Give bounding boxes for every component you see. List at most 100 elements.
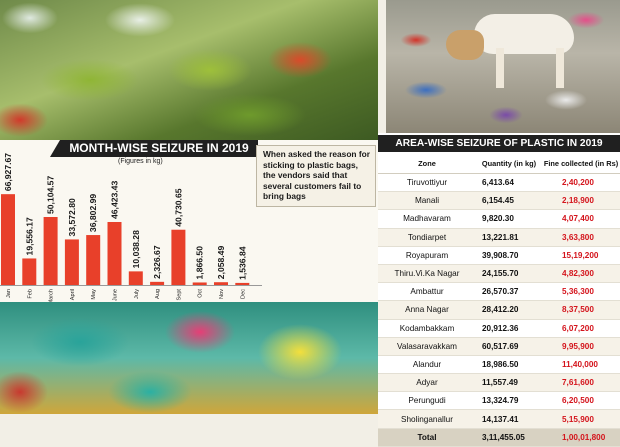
area-wise-table-panel: AREA-WISE SEIZURE OF PLASTIC IN 2019 Zon… xyxy=(378,133,620,447)
fine-cell: 15,19,200 xyxy=(542,246,620,265)
table-row: Royapuram 39,908.70 15,19,200 xyxy=(378,246,620,265)
area-wise-table: Zone Quantity (in kg) Fine collected (in… xyxy=(378,153,620,447)
bar-value-label: 1,866.50 xyxy=(195,246,205,280)
quantity-cell: 11,557.49 xyxy=(476,373,542,393)
fine-cell: 6,20,500 xyxy=(542,391,620,411)
month-tick-label: March xyxy=(49,289,55,302)
dog-in-garbage-photo xyxy=(386,0,620,133)
fine-cell: 2,40,200 xyxy=(542,173,620,193)
bar-value-label: 2,326.67 xyxy=(152,245,162,279)
quantity-cell: 14,137.41 xyxy=(476,409,542,429)
total-label-cell: Total xyxy=(378,428,476,447)
table-row: Perungudi 13,324.79 6,20,500 xyxy=(378,391,620,411)
month-tick-label: Dec xyxy=(240,289,246,299)
bar xyxy=(22,258,37,285)
zone-cell: Kodambakkam xyxy=(378,319,476,338)
fine-cell: 4,82,300 xyxy=(542,264,620,284)
figures-unit-note: (Figures in kg) xyxy=(118,158,163,165)
total-quantity-cell: 3,11,455.05 xyxy=(476,428,542,447)
fine-cell: 9,95,900 xyxy=(542,337,620,356)
dog-leg-shape xyxy=(556,48,564,88)
month-chart-title: MONTH-WISE SEIZURE IN 2019 xyxy=(50,140,258,157)
fine-cell: 4,07,400 xyxy=(542,209,620,229)
column-header-zone: Zone xyxy=(378,153,476,174)
zone-cell: Perungudi xyxy=(378,391,476,411)
bar-value-label: 66,927.67 xyxy=(3,153,13,191)
quantity-cell: 13,221.81 xyxy=(476,228,542,247)
bar xyxy=(150,281,165,285)
bar-value-label: 10,038.28 xyxy=(131,230,141,268)
fine-cell: 6,07,200 xyxy=(542,319,620,338)
bar xyxy=(214,282,228,285)
vendor-callout-text: When asked the reason for sticking to pl… xyxy=(263,149,371,201)
zone-cell: Sholinganallur xyxy=(378,409,476,429)
fine-cell: 2,18,900 xyxy=(542,191,620,211)
table-row: Ambattur 26,570.37 5,36,300 xyxy=(378,282,620,302)
month-wise-chart-panel: 66,927.67 Jan 19,556.17 Feb 50,104.57 March 33… xyxy=(0,140,378,302)
bar xyxy=(171,229,186,285)
quantity-cell: 6,413.64 xyxy=(476,173,542,193)
bar-value-label: 1,536.84 xyxy=(237,246,247,280)
fine-cell: 7,61,600 xyxy=(542,373,620,393)
area-table-title: AREA-WISE SEIZURE OF PLASTIC IN 2019 xyxy=(378,135,620,152)
table-row: Valasaravakkam 60,517.69 9,95,900 xyxy=(378,337,620,356)
quantity-cell: 26,570.37 xyxy=(476,282,542,302)
bar-value-label: 40,730.65 xyxy=(173,188,183,226)
dog-leg-shape xyxy=(496,48,504,88)
table-row: Kodambakkam 20,912.36 6,07,200 xyxy=(378,319,620,338)
table-row: Manali 6,154.45 2,18,900 xyxy=(378,191,620,211)
bar-value-label: 36,802.99 xyxy=(88,194,98,232)
bar-value-label: 19,556.17 xyxy=(24,217,34,255)
vegetables-photo xyxy=(0,0,378,140)
fine-cell: 3,63,800 xyxy=(542,228,620,247)
quantity-cell: 20,912.36 xyxy=(476,319,542,338)
bar-value-label: 46,423.43 xyxy=(110,181,120,219)
month-tick-label: April xyxy=(70,289,76,300)
month-tick-label: Feb xyxy=(27,289,33,299)
month-tick-label: Aug xyxy=(155,289,161,299)
bar-value-label: 2,058.49 xyxy=(216,246,226,280)
zone-cell: Royapuram xyxy=(378,246,476,265)
bar xyxy=(128,271,143,285)
dog-body-shape xyxy=(474,14,574,54)
table-row: Thiru.Vi.Ka Nagar 24,155.70 4,82,300 xyxy=(378,264,620,284)
quantity-cell: 39,908.70 xyxy=(476,246,542,265)
month-tick-label: Oct xyxy=(198,289,204,298)
bar-value-label: 50,104.57 xyxy=(46,176,56,214)
table-header-row: Zone Quantity (in kg) Fine collected (in… xyxy=(378,153,620,174)
quantity-cell: 24,155.70 xyxy=(476,264,542,284)
dog-head-shape xyxy=(446,30,484,60)
month-tick-label: May xyxy=(91,289,97,300)
zone-cell: Tiruvottiyur xyxy=(378,173,476,193)
month-tick-label: Sept xyxy=(176,289,182,301)
zone-cell: Manali xyxy=(378,191,476,211)
zone-cell: Tondiarpet xyxy=(378,228,476,247)
table-row: Tiruvottiyur 6,413.64 2,40,200 xyxy=(378,173,620,193)
plastic-bags-photo xyxy=(0,302,378,414)
bar xyxy=(107,221,122,285)
zone-cell: Adyar xyxy=(378,373,476,393)
quantity-cell: 13,324.79 xyxy=(476,391,542,411)
fine-cell: 11,40,000 xyxy=(542,355,620,375)
bar xyxy=(235,282,250,285)
bar xyxy=(86,235,101,285)
table-row: Alandur 18,986.50 11,40,000 xyxy=(378,355,620,375)
table-row: Sholinganallur 14,137.41 5,15,900 xyxy=(378,409,620,429)
bar xyxy=(1,194,15,285)
zone-cell: Thiru.Vi.Ka Nagar xyxy=(378,264,476,284)
fine-cell: 5,36,300 xyxy=(542,282,620,302)
zone-cell: Valasaravakkam xyxy=(378,337,476,356)
total-fine-cell: 1,00,01,800 xyxy=(542,428,620,447)
table-row: Tondiarpet 13,221.81 3,63,800 xyxy=(378,228,620,247)
table-row: Madhavaram 9,820.30 4,07,400 xyxy=(378,209,620,229)
quantity-cell: 60,517.69 xyxy=(476,337,542,356)
month-tick-label: July xyxy=(134,289,140,299)
zone-cell: Ambattur xyxy=(378,282,476,302)
quantity-cell: 9,820.30 xyxy=(476,209,542,229)
month-tick-label: Jan xyxy=(6,289,12,298)
quantity-cell: 28,412.20 xyxy=(476,300,542,320)
total-row: Total 3,11,455.05 1,00,01,800 xyxy=(378,428,620,447)
zone-cell: Alandur xyxy=(378,355,476,375)
bar xyxy=(43,217,58,285)
vendor-callout-box: When asked the reason for sticking to pl… xyxy=(256,145,376,207)
